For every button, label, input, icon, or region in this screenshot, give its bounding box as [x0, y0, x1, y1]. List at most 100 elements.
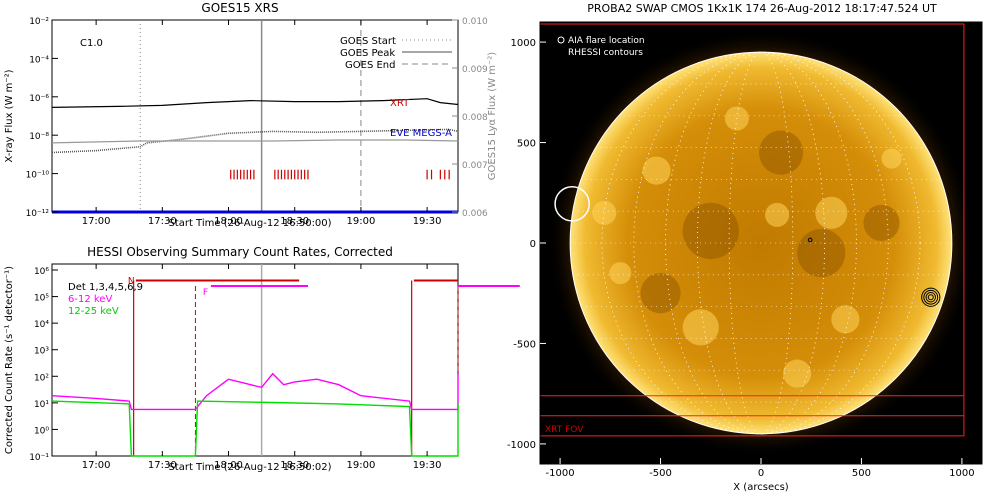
y-tick-label: 10⁴	[34, 320, 49, 330]
rhessi-contour	[807, 237, 813, 243]
hessi-series: NF	[51, 264, 520, 457]
rhessi-contour	[925, 292, 936, 303]
hessi-series-line	[51, 400, 459, 457]
hessi-ylabel: Corrected Count Rate (s⁻¹ detector⁻¹)	[4, 266, 15, 454]
x-tick-label: 18:00	[214, 216, 243, 227]
x-tick-label: 19:00	[346, 460, 375, 471]
y-tick-label: 500	[517, 139, 536, 150]
bright-region	[642, 156, 671, 185]
hessi-legend-high: 12-25 keV	[68, 306, 119, 317]
rhessi-contour	[921, 287, 941, 307]
hessi-panel: HESSI Observing Summary Count Rates, Cor…	[4, 245, 520, 473]
legend-goes-end: GOES End	[345, 60, 395, 71]
goes-series-line	[51, 139, 459, 144]
y-tick-label: 10⁻⁸	[29, 132, 49, 142]
goes-ylabel-right: GOES15 Lyα Flux (W m⁻²)	[487, 52, 498, 180]
y-tick-label: 10⁰	[34, 426, 49, 436]
goes-series	[51, 20, 459, 214]
longitude-line	[696, 51, 826, 435]
hessi-title: HESSI Observing Summary Count Rates, Cor…	[87, 245, 393, 259]
swap-xlabel: X (arcsecs)	[733, 482, 789, 493]
x-tick-label: 1000	[949, 468, 974, 479]
goes-series-line	[51, 98, 459, 108]
y-tick-label: 10⁻¹²	[26, 209, 50, 219]
legend-aia: AIA flare location	[568, 36, 645, 46]
goes-title: GOES15 XRS	[201, 1, 278, 15]
dark-region	[797, 228, 846, 278]
x-tick-label: 17:00	[82, 216, 111, 227]
flare-flag-label: F	[203, 288, 208, 298]
longitude-line	[633, 51, 889, 435]
y-tick-label: 10⁻⁴	[29, 55, 49, 65]
goes-ylabel: X-ray Flux (W m⁻²)	[4, 69, 15, 162]
bright-region	[815, 196, 848, 229]
swap-ticks: -1000 -500 0 500 1000 1000 500 0 -500 -1000	[507, 38, 975, 479]
dark-region	[640, 273, 681, 314]
y-right-tick-label: 0.006	[462, 209, 488, 219]
goes-class-label: C1.0	[80, 38, 103, 49]
legend-rhessi-marker	[557, 48, 565, 56]
x-tick-label: 18:30	[280, 460, 309, 471]
bright-region	[682, 309, 719, 346]
y-tick-label: 10⁵	[34, 294, 49, 304]
goes-series-line	[51, 128, 459, 154]
flare-markers	[554, 185, 941, 307]
x-tick-label: 19:30	[413, 216, 442, 227]
longitude-line	[665, 51, 857, 435]
hessi-legend-det: Det 1,3,4,5,6,9	[68, 282, 143, 293]
swap-panel: PROBA2 SWAP CMOS 1Kx1K 174 26-Aug-2012 1…	[507, 2, 983, 493]
hessi-legend-low: 6-12 keV	[68, 294, 112, 305]
x-tick-label: 17:00	[82, 460, 111, 471]
bright-region	[783, 359, 812, 388]
eve-label: EVE MEGS-A	[390, 128, 452, 139]
goes-xlabel: Start Time (26-Aug-12 16:50:00)	[168, 218, 331, 229]
aia-flare-circle	[554, 185, 590, 222]
y-tick-label: 10⁻²	[29, 17, 49, 27]
goes-legend: GOES Start GOES Peak GOES End	[340, 36, 452, 71]
dark-region	[758, 130, 804, 175]
goes-ticks: 17:00 17:30 18:00 18:30 19:00 19:30 10⁻² 10⁻⁴ 10…	[26, 17, 488, 227]
y-right-tick-label: 0.007	[462, 161, 488, 171]
x-tick-label: 18:30	[280, 216, 309, 227]
dark-region	[863, 204, 900, 241]
y-tick-label: -500	[513, 339, 536, 350]
x-tick-label: 0	[758, 468, 764, 479]
bright-region	[881, 148, 902, 169]
legend-aia-marker	[557, 36, 565, 44]
x-tick-label: 17:30	[148, 460, 177, 471]
x-tick-label: 19:00	[346, 216, 375, 227]
y-tick-label: 10⁶	[34, 267, 49, 277]
xrt-fov-box	[540, 23, 965, 437]
goes-panel: GOES15 XRS 17:00 17:30 18:00 18:30 19:00 19:3…	[4, 1, 498, 229]
hessi-ticks: 17:00 17:30 18:00 18:30 19:00 19:30 10⁶ 10⁵ 10⁴ 1…	[29, 264, 442, 471]
y-tick-label: 10²	[34, 373, 49, 383]
x-tick-label: 17:30	[148, 216, 177, 227]
hessi-xlabel: Start Time (26-Aug-12 16:50:02)	[168, 462, 331, 473]
x-tick-label: 19:30	[413, 460, 442, 471]
y-tick-label: 0	[530, 239, 536, 250]
longitude-line	[728, 51, 794, 435]
x-tick-label: 18:00	[214, 460, 243, 471]
x-tick-label: -1000	[546, 468, 575, 479]
y-right-tick-label: 0.009	[462, 65, 488, 75]
y-tick-label: 10⁻⁶	[29, 94, 49, 104]
y-right-tick-label: 0.008	[462, 113, 488, 123]
x-tick-label: 500	[852, 468, 871, 479]
swap-title: PROBA2 SWAP CMOS 1Kx1K 174 26-Aug-2012 1…	[587, 2, 937, 15]
bright-region	[765, 202, 790, 227]
goes-plot-frame	[51, 19, 459, 213]
y-tick-label: 10³	[34, 347, 49, 357]
y-tick-label: 10⁻¹⁰	[26, 171, 50, 181]
y-tick-label: -1000	[507, 440, 536, 451]
y-right-tick-label: 0.010	[462, 17, 488, 27]
dark-region	[682, 202, 739, 260]
xrt-fov	[540, 23, 965, 437]
sun-limb	[569, 51, 953, 435]
legend-rhessi: RHESSI contours	[568, 48, 643, 58]
bright-region	[831, 305, 860, 334]
legend-goes-peak: GOES Peak	[340, 48, 395, 59]
x-tick-label: -500	[649, 468, 672, 479]
y-tick-label: 1000	[511, 38, 536, 49]
rhessi-contour	[923, 289, 939, 305]
